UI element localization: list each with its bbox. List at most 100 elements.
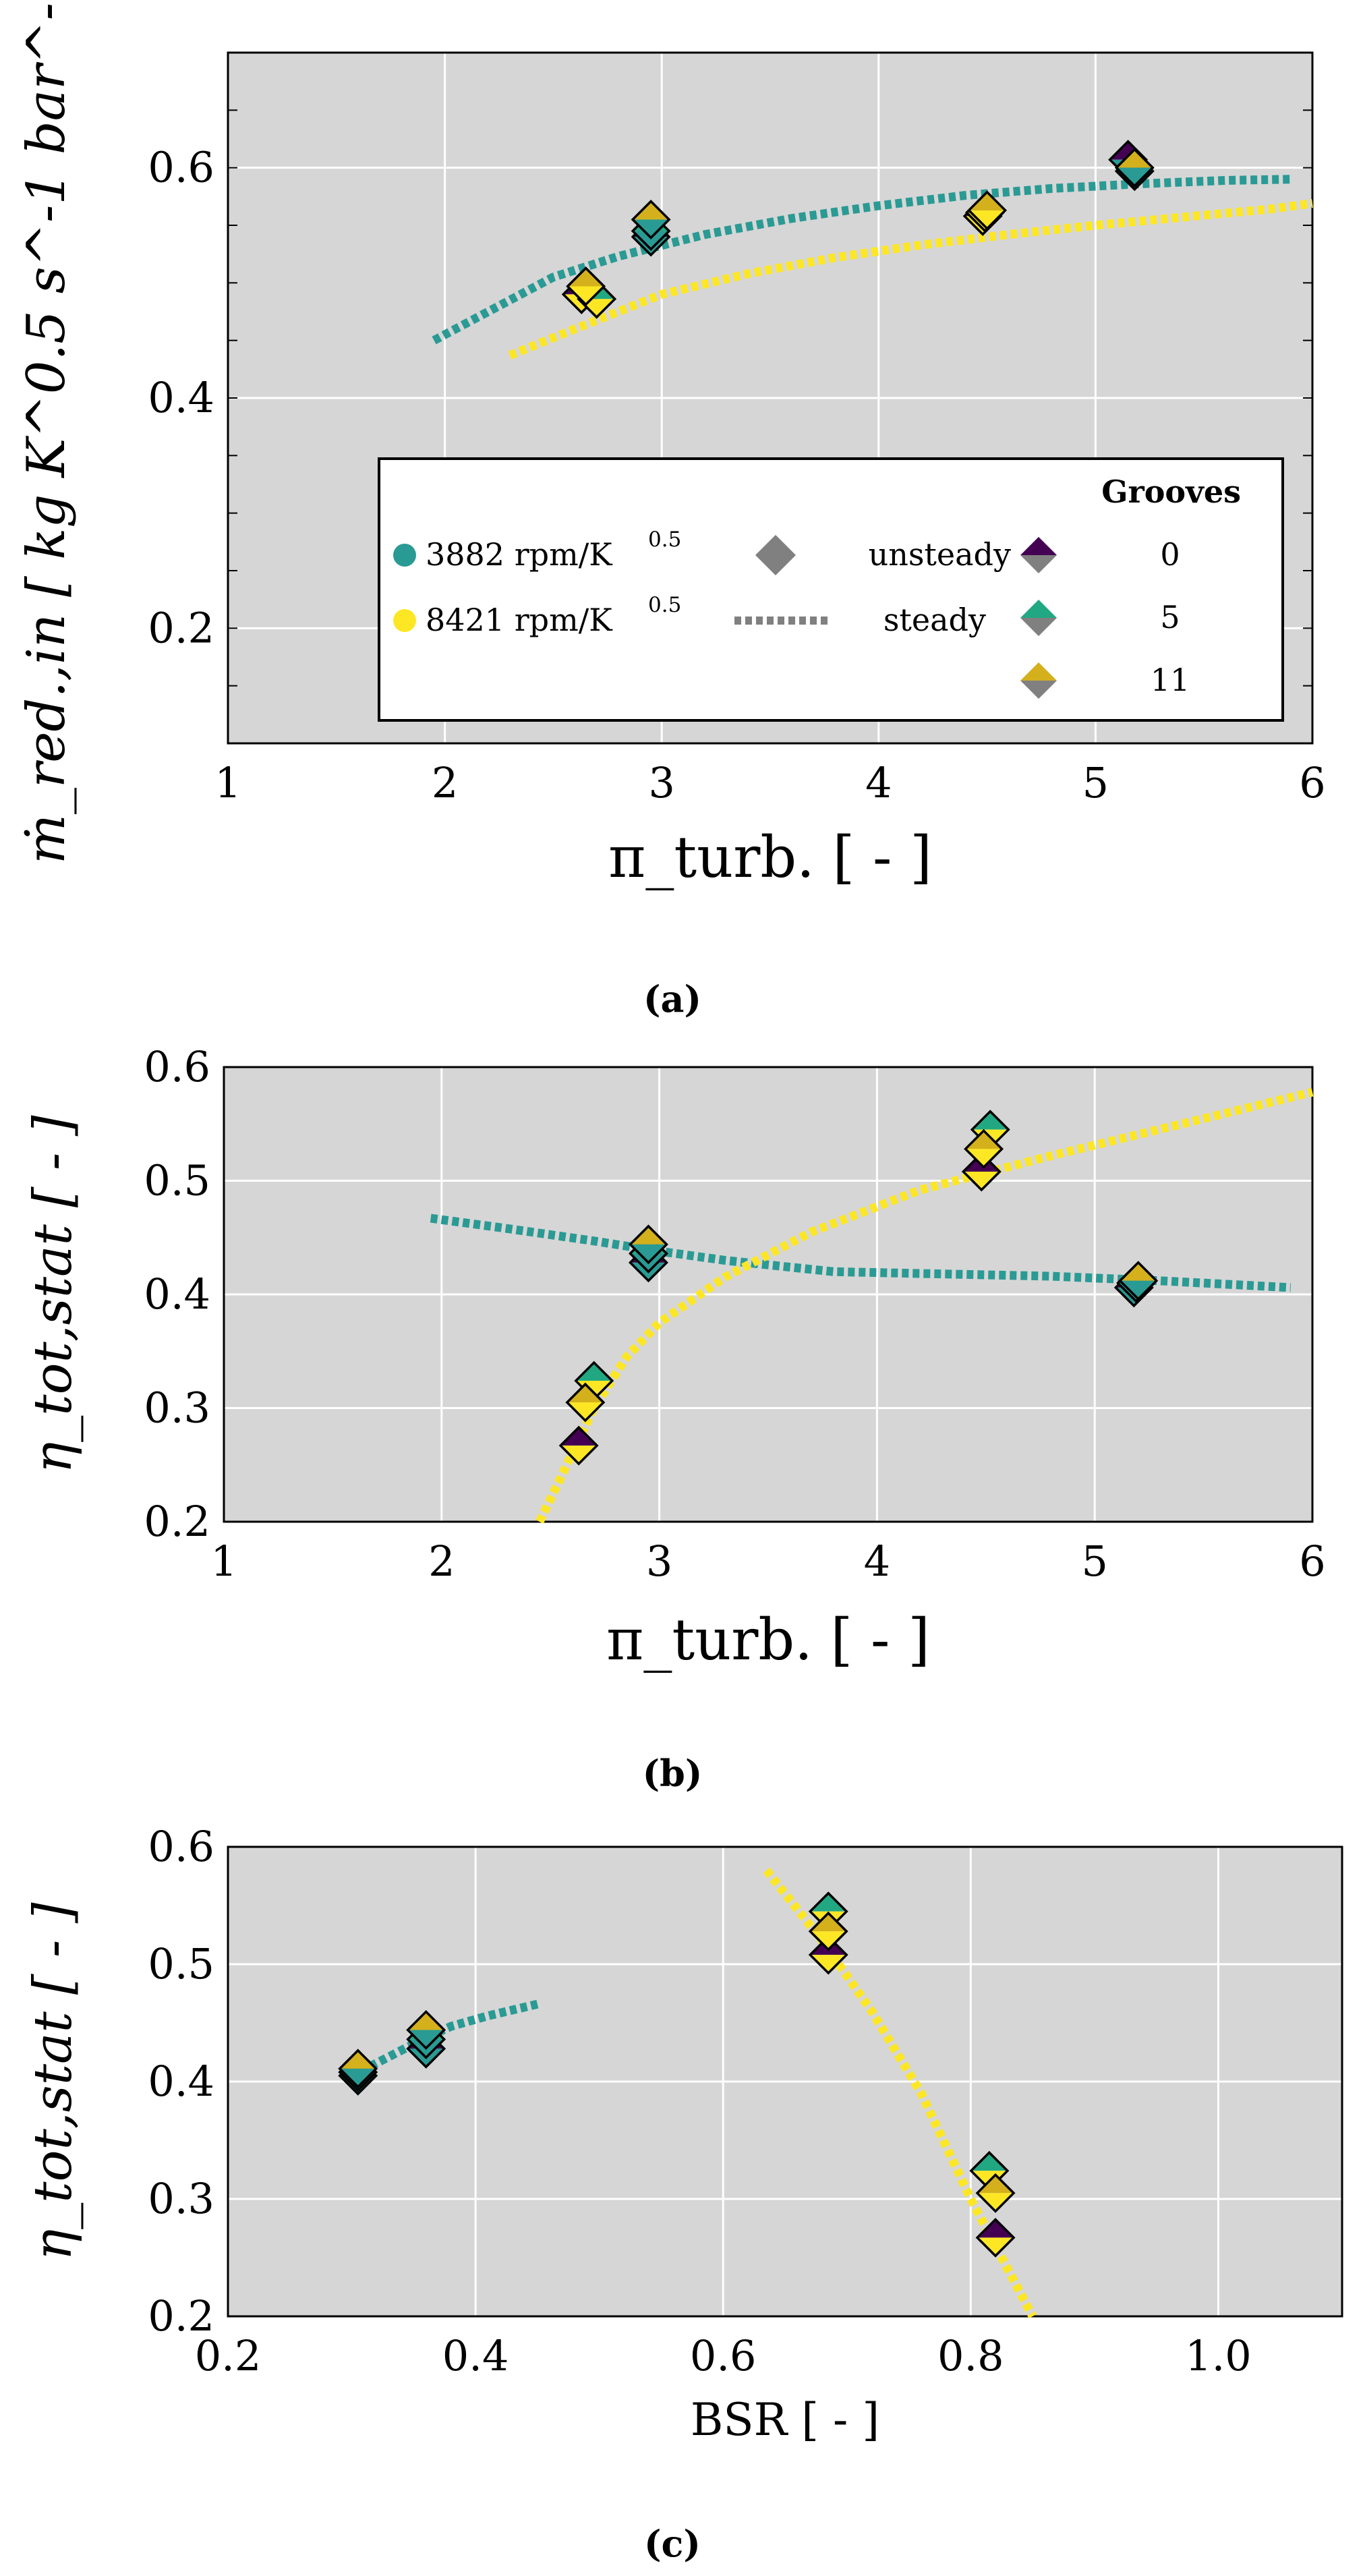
unsteady-point-yellow-11-lower <box>977 2193 1014 2212</box>
x-tick-label: 5 <box>1082 758 1109 807</box>
legend-speed-swatch <box>393 544 416 567</box>
unsteady-point-yellow-11-upper <box>968 192 1006 210</box>
y-tick-label: 0.4 <box>144 1269 210 1319</box>
unsteady-point-yellow-11-lower <box>965 1149 1002 1168</box>
x-axis-label: π_turb. [ - ] <box>606 1607 930 1673</box>
steady-curve-teal <box>432 175 1291 345</box>
unsteady-point-teal-11 <box>1118 1261 1159 1301</box>
x-axis-label: π_turb. [ - ] <box>608 824 932 890</box>
unsteady-point-yellow-11 <box>565 1382 606 1423</box>
x-tick-label: 3 <box>646 1537 672 1586</box>
panel-b: 1 2 3 4 5 6 0.2 0.3 0.4 0.5 0.6 π_turb. [ - ] η_tot,… <box>23 1042 1326 1673</box>
unsteady-point-teal-11 <box>1114 148 1155 188</box>
x-tick-label: 0.6 <box>690 2331 757 2380</box>
legend-groove-swatch-upper <box>1020 537 1057 555</box>
x-tick-label: 0.2 <box>195 2331 262 2380</box>
unsteady-point-teal-11 <box>338 2049 378 2089</box>
unsteady-point-teal-11-lower <box>633 219 670 238</box>
x-tick-label: 1.0 <box>1185 2331 1252 2380</box>
legend-unsteady-label: unsteady <box>869 536 1011 573</box>
x-tick-label: 2 <box>428 1537 455 1586</box>
legend-speed-exponent: 0.5 <box>648 593 681 617</box>
unsteady-point-yellow-5-upper <box>810 1893 847 1912</box>
caption-a: (a) <box>643 977 701 1021</box>
y-tick-label: 0.2 <box>144 1497 210 1546</box>
y-axis-label: η_tot,stat [ - ] <box>23 1115 84 1474</box>
x-axis-label: BSR [ - ] <box>691 2394 879 2446</box>
x-tick-label: 2 <box>432 758 458 807</box>
legend-groove-label: 11 <box>1151 662 1190 698</box>
unsteady-point-yellow-0-lower <box>810 1955 847 1974</box>
legend-groove-swatch-lower <box>1020 618 1057 636</box>
y-tick-label: 0.5 <box>148 1939 214 1988</box>
unsteady-point-teal-11-lower <box>407 2030 444 2049</box>
unsteady-point-yellow-11-lower <box>567 286 604 305</box>
x-tick-label: 0.8 <box>937 2331 1004 2380</box>
unsteady-point-teal-5-lower <box>633 231 670 250</box>
unsteady-point-yellow-11 <box>566 266 606 306</box>
unsteady-point-yellow-11-lower <box>567 1402 604 1421</box>
unsteady-point-yellow-5-upper <box>575 1363 612 1381</box>
unsteady-point-teal-11-upper <box>633 201 670 220</box>
unsteady-point-yellow-11-upper <box>977 2175 1014 2194</box>
unsteady-point-teal-11 <box>628 1224 668 1265</box>
unsteady-point-yellow-5-upper <box>970 2152 1008 2171</box>
legend: Grooves 3882 rpm/K 0.5 8421 rpm/K 0.5 unstead… <box>378 457 1284 722</box>
legend-speed-exponent: 0.5 <box>648 527 681 552</box>
steady-curve-teal <box>368 1999 539 2071</box>
unsteady-point-yellow-0 <box>975 2217 1016 2258</box>
caption-c: (c) <box>644 2522 701 2565</box>
unsteady-point-yellow-11-upper <box>567 268 604 287</box>
legend-unsteady-marker <box>755 535 796 575</box>
unsteady-point-yellow-0-lower <box>963 1172 1000 1191</box>
x-tick-label: 1 <box>210 1537 237 1586</box>
y-tick-label: 0.2 <box>148 603 214 652</box>
legend-box <box>378 457 1284 722</box>
unsteady-point-teal-11-upper <box>630 1226 667 1244</box>
unsteady-point-yellow-0 <box>558 1425 599 1466</box>
unsteady-point-yellow-11 <box>808 1911 848 1951</box>
legend-speed-label: 3882 rpm/K <box>426 536 613 573</box>
unsteady-point-teal-11-upper <box>1120 1262 1157 1281</box>
steady-curve-yellow <box>508 199 1313 360</box>
x-tick-label: 0.4 <box>442 2331 509 2380</box>
unsteady-point-yellow-11-upper <box>567 1384 604 1403</box>
x-tick-label: 5 <box>1081 1537 1107 1586</box>
unsteady-point-yellow-5 <box>969 2150 1010 2191</box>
steady-curve-teal <box>430 1213 1292 1292</box>
x-tick-label: 3 <box>648 758 674 807</box>
x-tick-label: 1 <box>214 758 241 807</box>
legend-groove-swatch-lower <box>1020 555 1057 573</box>
unsteady-point-teal-11-upper <box>1116 149 1153 168</box>
unsteady-point-teal-11-upper <box>407 2011 444 2030</box>
unsteady-point-yellow-11 <box>964 1128 1004 1169</box>
legend-groove-swatch-lower <box>1020 681 1057 699</box>
y-tick-label: 0.4 <box>148 2057 214 2106</box>
x-tick-label: 4 <box>865 758 892 807</box>
unsteady-point-teal-11-lower <box>1116 167 1153 186</box>
unsteady-point-yellow-0-lower <box>977 2237 1014 2256</box>
y-axis-label: η_tot,stat [ - ] <box>23 1902 84 2261</box>
plot-frame-a <box>227 51 1314 745</box>
y-tick-label: 0.3 <box>148 2174 214 2223</box>
unsteady-point-teal-11 <box>631 199 671 239</box>
legend-groove-swatch-upper <box>1020 600 1057 618</box>
y-tick-label: 0.6 <box>148 1822 214 1871</box>
y-tick-label: 0.6 <box>148 143 214 192</box>
legend-grooves-title: Grooves <box>1101 474 1241 510</box>
unsteady-point-yellow-5-upper <box>972 1111 1009 1130</box>
unsteady-point-yellow-11-upper <box>810 1913 847 1932</box>
unsteady-point-yellow-0-upper <box>977 2219 1014 2238</box>
panel-c: 0.2 0.4 0.6 0.8 1.0 0.2 0.3 0.4 0.5 0.6 BSR [ - ] η… <box>23 1822 1343 2446</box>
plot-frame-c <box>227 1845 1343 2318</box>
y-tick-label: 0.4 <box>148 373 214 422</box>
legend-steady-label: steady <box>883 602 986 638</box>
unsteady-point-yellow-11 <box>967 190 1008 231</box>
x-tick-label: 6 <box>1299 1537 1325 1586</box>
unsteady-point-yellow-11-lower <box>968 210 1006 229</box>
legend-speed-label: 8421 rpm/K <box>426 602 613 638</box>
unsteady-point-yellow-0-upper <box>560 1427 598 1446</box>
legend-groove-swatch-upper <box>1020 662 1057 681</box>
y-tick-label: 0.2 <box>148 2291 214 2341</box>
